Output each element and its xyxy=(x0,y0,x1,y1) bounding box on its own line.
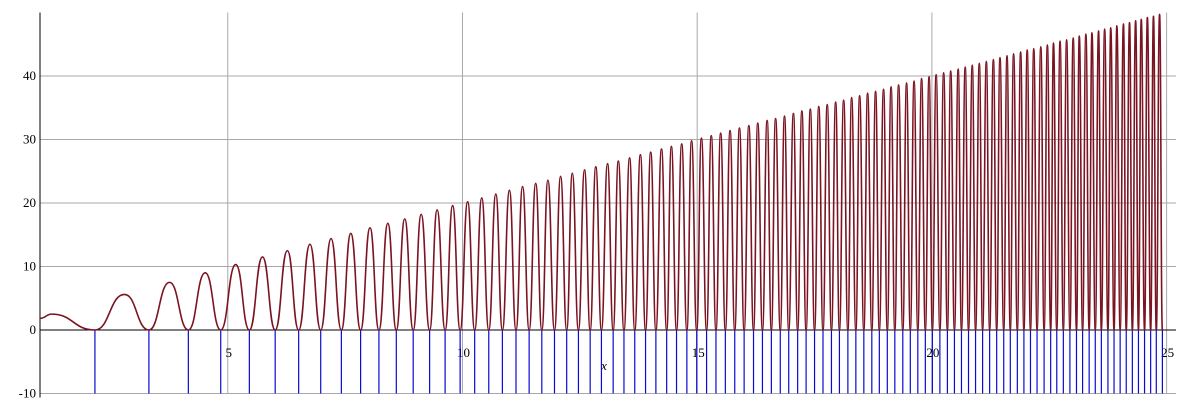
curve xyxy=(39,13,1164,331)
x-tick-label: 10 xyxy=(457,345,470,360)
y-tick-label: 20 xyxy=(23,195,36,210)
y-tick-label: -10 xyxy=(19,386,36,401)
x-tick-label: 25 xyxy=(1161,345,1174,360)
y-tick-label: 30 xyxy=(23,132,36,147)
x-axis-label: x xyxy=(600,358,607,373)
x-tick-label: 15 xyxy=(692,345,705,360)
y-tick-label: 10 xyxy=(23,259,36,274)
x-tick-label: 5 xyxy=(226,345,233,360)
y-tick-label: 40 xyxy=(23,68,36,83)
y-tick-label: 0 xyxy=(30,322,37,337)
